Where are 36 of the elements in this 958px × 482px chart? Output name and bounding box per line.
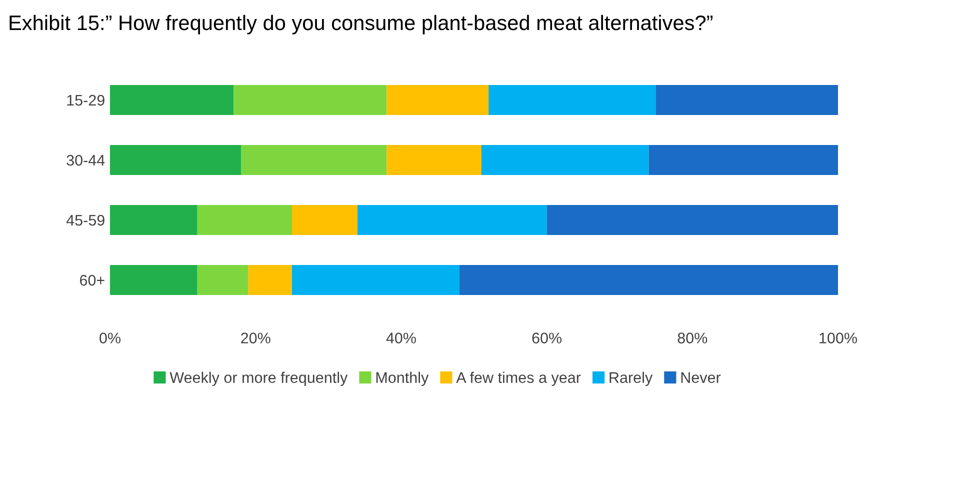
bar (234, 85, 387, 115)
chart-title: Exhibit 15:” How frequently do you consume plant-based meat alternatives?” (10, 14, 712, 34)
bar (110, 145, 242, 175)
bar (459, 265, 838, 295)
bar (292, 265, 460, 295)
bar (292, 205, 358, 235)
bar (386, 85, 489, 115)
y-tick-label: 45-59 (66, 214, 104, 226)
legend-label: Never (681, 372, 721, 383)
legend-label: Weekly or more frequently (170, 372, 348, 386)
bar (110, 265, 198, 295)
x-tick-label: 60% (532, 332, 562, 344)
legend-label: A few times a year (456, 372, 581, 386)
bar (546, 205, 838, 235)
bar (648, 145, 838, 175)
x-tick-label: 40% (386, 332, 416, 344)
legend-label: Rarely (610, 372, 653, 386)
x-tick-label: 0% (100, 332, 120, 344)
bar (481, 145, 649, 175)
bar (358, 205, 547, 235)
bar (248, 265, 292, 295)
bar (197, 205, 292, 235)
x-tick-label: 20% (241, 332, 270, 344)
legend-label: Monthly (376, 372, 429, 386)
bar (488, 85, 656, 115)
bar (110, 205, 198, 235)
y-tick-label: 60+ (80, 274, 104, 286)
x-tick-label: 80% (678, 332, 708, 344)
bar (197, 265, 248, 295)
bar (656, 85, 838, 115)
bar (386, 145, 482, 175)
y-tick-label: 15-29 (67, 94, 104, 106)
bar (110, 85, 234, 115)
bar (241, 145, 387, 175)
y-tick-label: 30-44 (66, 154, 105, 166)
x-tick-label: 100% (820, 332, 857, 344)
